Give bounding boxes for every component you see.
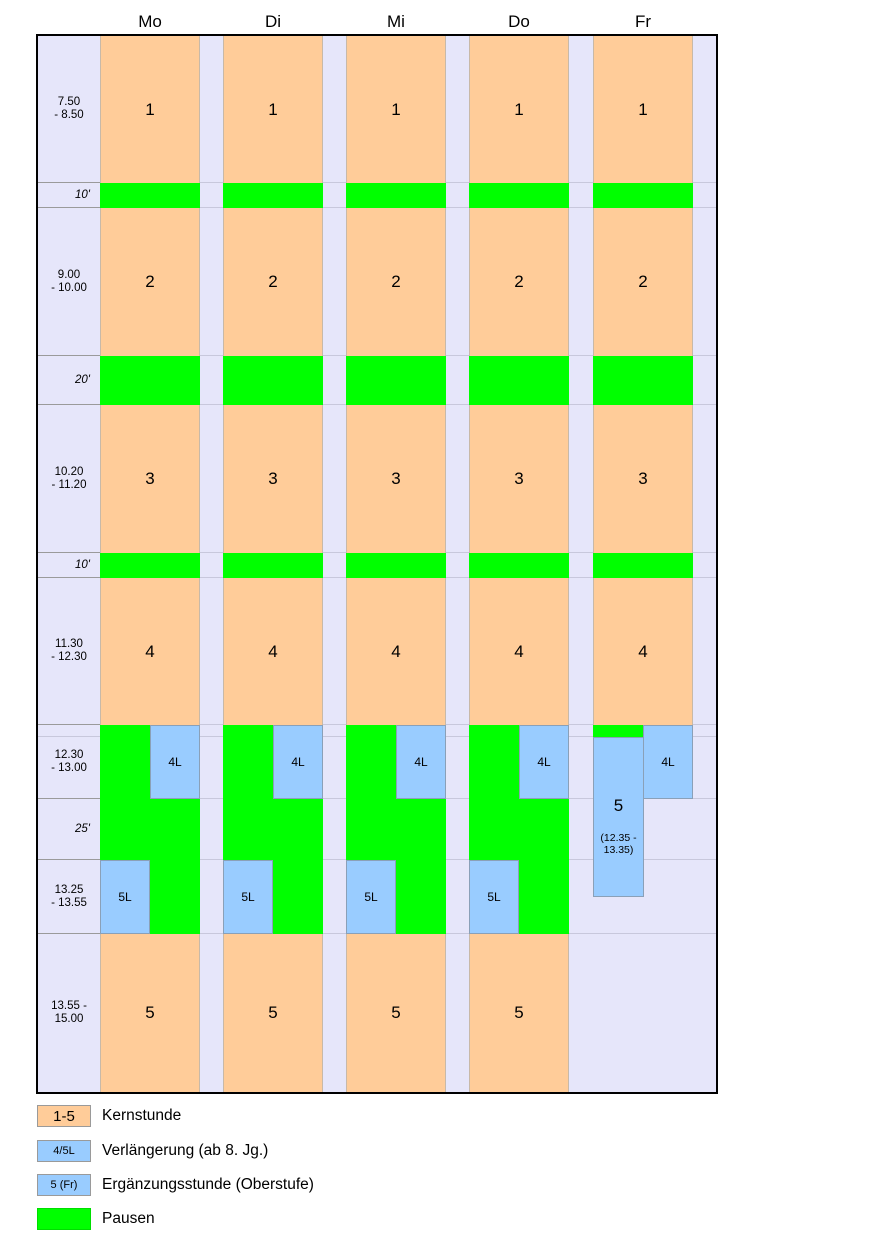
day-header-do: Do <box>508 12 530 31</box>
time-period-3: 10.20- 11.20 <box>38 405 100 553</box>
lesson-3-do: 3 <box>469 405 569 553</box>
day-header-mo: Mo <box>138 12 162 31</box>
pause-1-mi <box>346 183 446 208</box>
pause-1-do <box>469 183 569 208</box>
time-break-1: 10' <box>38 183 100 208</box>
lesson-1-fr: 1 <box>593 36 693 183</box>
lesson-5-di: 5 <box>223 934 323 1092</box>
pause-2-mo <box>100 356 200 405</box>
time-extension-1: 12.30- 13.00 <box>38 725 100 799</box>
extension-5l-mo: 5L <box>100 860 150 934</box>
lesson-2-fr: 2 <box>593 208 693 356</box>
day-header-fr: Fr <box>634 12 652 31</box>
lesson-4-mo: 4 <box>100 578 200 725</box>
lesson-1-di: 1 <box>223 36 323 183</box>
lesson-4-do: 4 <box>469 578 569 725</box>
time-break-4: 25' <box>38 799 100 860</box>
supplementary-lesson-label: 5 <box>613 796 624 815</box>
pause-short-fr <box>593 725 643 737</box>
lesson-5-mi: 5 <box>346 934 446 1092</box>
extension-5l-mi: 5L <box>346 860 396 934</box>
legend-text-supplementary: Ergänzungsstunde (Oberstufe) <box>102 1176 314 1193</box>
pause-2-fr <box>593 356 693 405</box>
legend-swatch-pause <box>37 1208 91 1230</box>
legend-text-extension: Verlängerung (ab 8. Jg.) <box>102 1142 269 1159</box>
legend-text-core: Kernstunde <box>102 1107 182 1124</box>
time-extension-2: 13.25- 13.55 <box>38 860 100 934</box>
lesson-5-mo: 5 <box>100 934 200 1092</box>
pause-2-di <box>223 356 323 405</box>
extension-4l-do: 4L <box>519 725 569 799</box>
lesson-3-fr: 3 <box>593 405 693 553</box>
lesson-1-do: 1 <box>469 36 569 183</box>
extension-4l-di: 4L <box>273 725 323 799</box>
lesson-3-mi: 3 <box>346 405 446 553</box>
lesson-4-di: 4 <box>223 578 323 725</box>
pause-2-do <box>469 356 569 405</box>
pause-3-di <box>223 553 323 578</box>
extension-5l-di: 5L <box>223 860 273 934</box>
pause-1-di <box>223 183 323 208</box>
pause-3-mi <box>346 553 446 578</box>
pause-2-mi <box>346 356 446 405</box>
pause-3-do <box>469 553 569 578</box>
lesson-4-mi: 4 <box>346 578 446 725</box>
extension-4l-fr: 4L <box>643 725 693 799</box>
lesson-1-mi: 1 <box>346 36 446 183</box>
legend-swatch-core: 1-5 <box>37 1105 91 1127</box>
day-header-mi: Mi <box>387 12 405 31</box>
time-period-1: 7.50- 8.50 <box>38 36 100 183</box>
pause-1-mo <box>100 183 200 208</box>
extension-4l-mo: 4L <box>150 725 200 799</box>
day-header-di: Di <box>264 12 282 31</box>
time-period-4: 11.30- 12.30 <box>38 578 100 725</box>
time-period-5: 13.55 -15.00 <box>51 1000 87 1025</box>
lesson-2-mi: 2 <box>346 208 446 356</box>
lesson-2-mo: 2 <box>100 208 200 356</box>
extension-4l-mi: 4L <box>396 725 446 799</box>
pause-1-fr <box>593 183 693 208</box>
supplementary-lesson-time: (12.35 -13.35) <box>600 832 637 856</box>
lesson-1-mo: 1 <box>100 36 200 183</box>
lesson-3-di: 3 <box>223 405 323 553</box>
pause-3-mo <box>100 553 200 578</box>
lesson-2-do: 2 <box>469 208 569 356</box>
legend-swatch-extension: 4/5L <box>37 1140 91 1162</box>
supplementary-lesson-5-fr: 5 (12.35 -13.35) <box>593 737 644 897</box>
extension-5l-do: 5L <box>469 860 519 934</box>
lesson-4-fr: 4 <box>593 578 693 725</box>
time-break-3: 10' <box>38 553 100 578</box>
lesson-3-mo: 3 <box>100 405 200 553</box>
pause-3-fr <box>593 553 693 578</box>
time-break-2: 20' <box>38 356 100 405</box>
lesson-2-di: 2 <box>223 208 323 356</box>
lesson-5-do: 5 <box>469 934 569 1092</box>
legend-swatch-supplementary: 5 (Fr) <box>37 1174 91 1196</box>
legend-text-pause: Pausen <box>102 1210 155 1227</box>
time-period-2: 9.00- 10.00 <box>38 208 100 356</box>
